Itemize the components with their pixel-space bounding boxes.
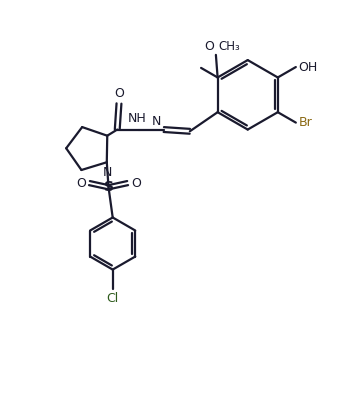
Text: OH: OH xyxy=(299,60,318,74)
Text: NH: NH xyxy=(128,113,146,126)
Text: S: S xyxy=(103,180,114,194)
Text: CH₃: CH₃ xyxy=(219,40,240,53)
Text: O: O xyxy=(204,40,214,53)
Text: N: N xyxy=(103,166,112,179)
Text: Br: Br xyxy=(299,116,312,129)
Text: N: N xyxy=(152,115,161,128)
Text: O: O xyxy=(131,177,141,190)
Text: O: O xyxy=(76,177,86,190)
Text: Cl: Cl xyxy=(107,292,119,305)
Text: O: O xyxy=(114,87,124,100)
